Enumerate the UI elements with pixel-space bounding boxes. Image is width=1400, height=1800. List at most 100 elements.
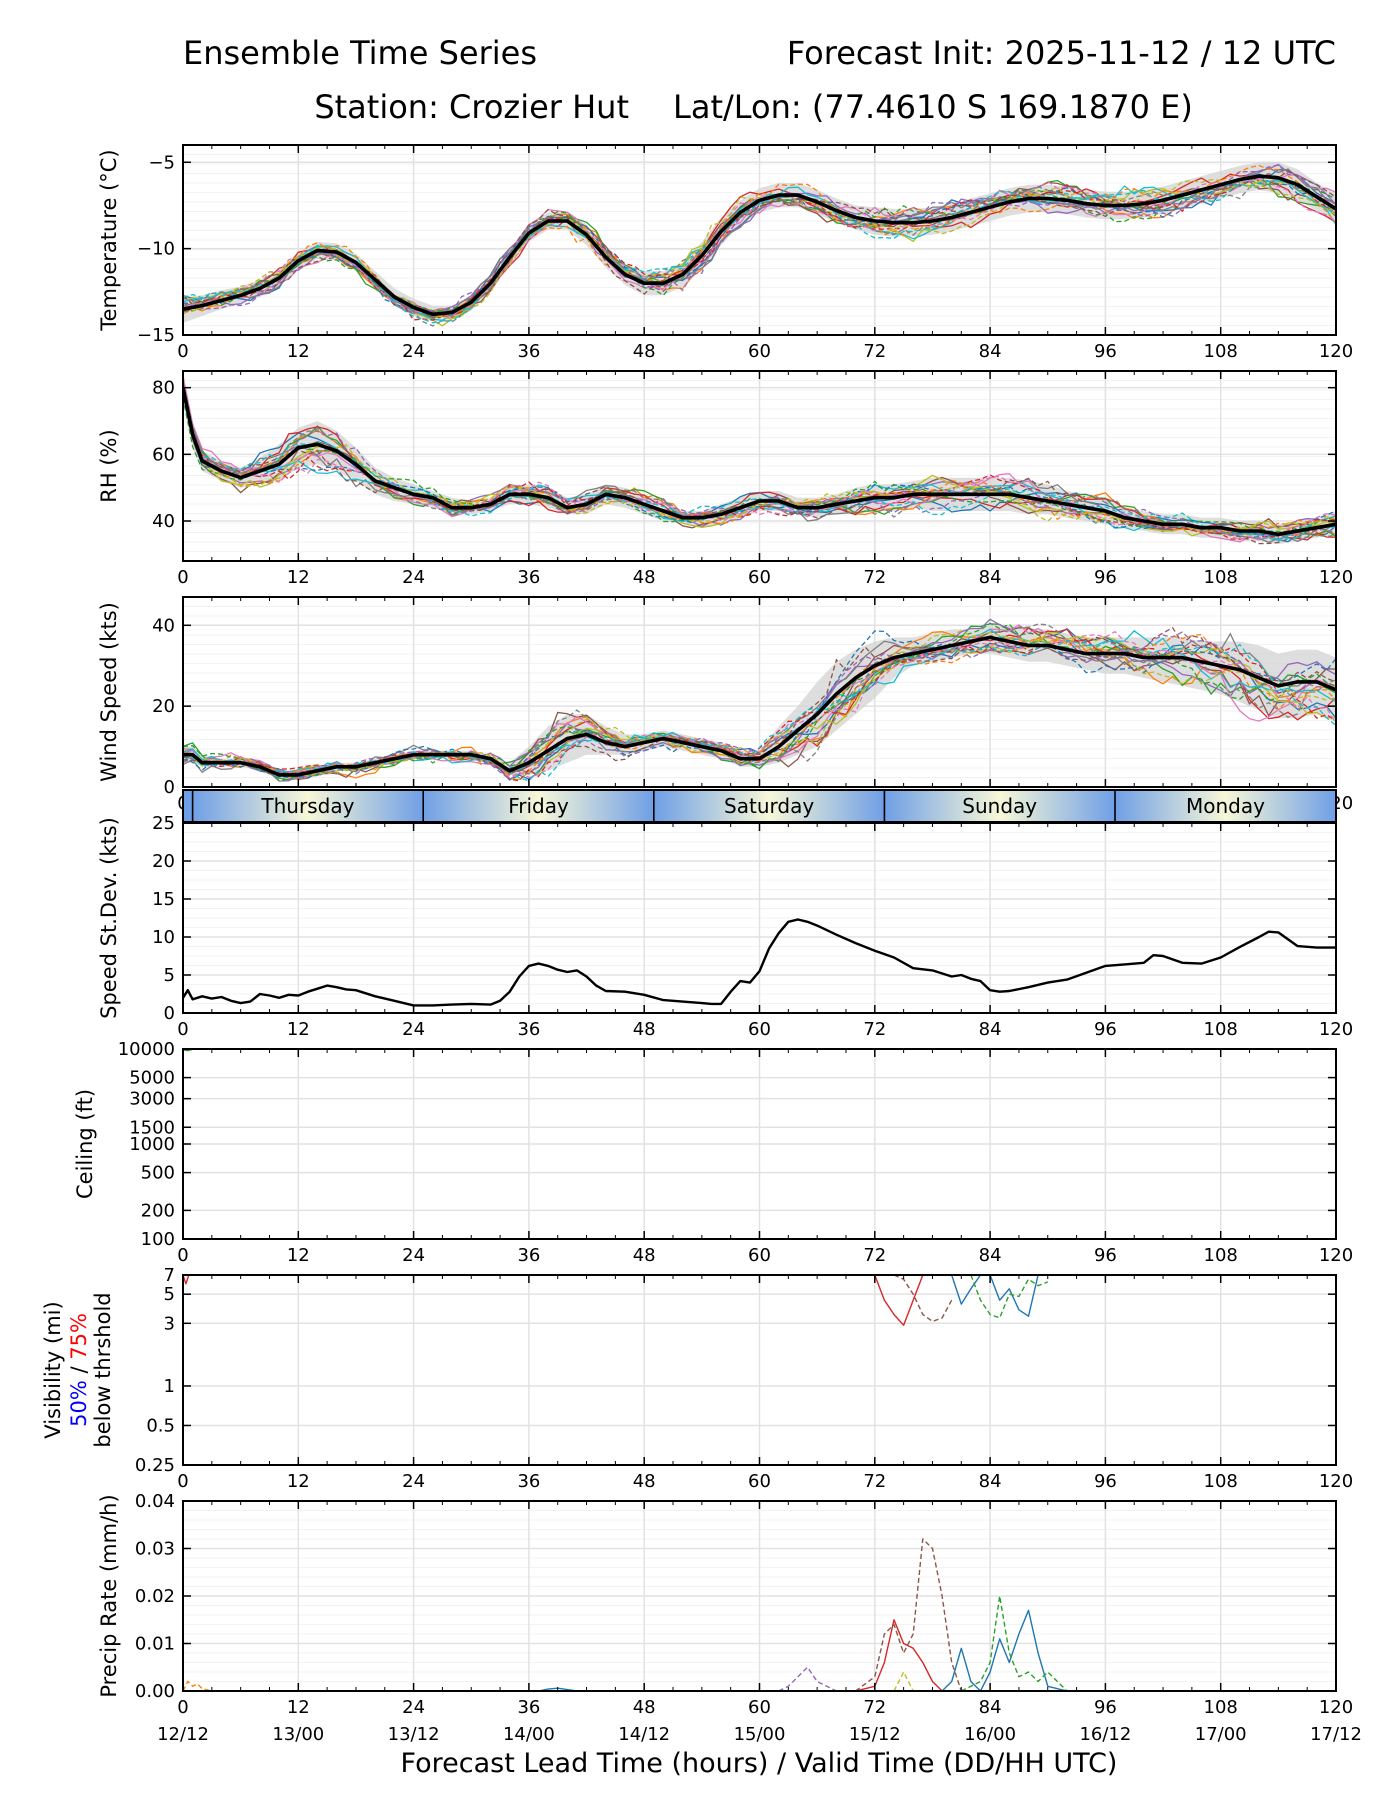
x-tick-label: 48 [633,1245,656,1266]
y-tick-label: 0.02 [135,1586,175,1607]
x-tick-label: 96 [1094,1019,1117,1040]
ensemble-member [183,626,1336,775]
ensemble-member [183,389,1336,542]
valid-time-labels: 12/12 13/00 13/12 14/00 14/12 15/00 15/12 16/00… [157,1724,1362,1745]
day-segment-sunday [884,790,1116,822]
x-tick-label: 24 [402,567,425,588]
x-tick-label: 12 [287,1471,310,1492]
day-band-edge [183,790,193,822]
x-tick-label: 96 [1094,567,1117,588]
y-axis-label: Precip Rate (mm/h) [97,1494,121,1697]
valid-time-label: 14/00 [503,1724,555,1745]
x-tick-label: 72 [863,567,886,588]
valid-time-label: 16/00 [964,1724,1016,1745]
y-tick-label: −15 [137,325,175,346]
x-tick-label: 12 [287,1019,310,1040]
x-tick-label: 108 [1204,1697,1238,1718]
ensemble-member [183,180,1336,324]
forecast-init: Forecast Init: 2025-11-12 / 12 UTC [787,34,1336,72]
y-tick-label: 25 [152,813,175,834]
x-tick-label: 36 [517,341,540,362]
y-axis-label: Temperature (°C) [97,149,121,331]
x-tick-label: 120 [1319,567,1353,588]
day-label: Friday [508,794,569,818]
x-tick-label: 84 [979,1697,1002,1718]
x-tick-label: 60 [748,567,771,588]
valid-time-label: 17/00 [1195,1724,1247,1745]
series-line [951,1275,1039,1317]
valid-time-label: 12/12 [157,1724,209,1745]
day-segment-friday [423,790,654,822]
precip-series [183,1538,1068,1691]
vis-75-label: 75% [67,1313,91,1360]
day-label: Thursday [260,794,354,818]
y-tick-label: 0.04 [135,1491,175,1512]
speed_stdev-line [183,918,1336,1007]
y-tick-label: 7 [164,1265,175,1286]
y-tick-label: 100 [141,1229,175,1250]
x-tick-label: 60 [748,1019,771,1040]
series-line [893,1671,914,1691]
ensemble-member [183,384,1336,545]
valid-time-label: 13/00 [272,1724,324,1745]
series-line [960,1595,1068,1691]
y-tick-label: 3 [164,1313,175,1334]
station-latlon: Lat/Lon: (77.4610 S 169.1870 E) [673,88,1193,126]
ensemble-mean-line [183,387,1336,537]
x-tick-label: 60 [748,1471,771,1492]
y-axis-label-sub: below thrshold [91,1292,115,1447]
ensemble-member [183,178,1336,320]
ensemble-member [183,623,1336,779]
x-tick-label: 72 [863,341,886,362]
x-tick-label: 36 [517,567,540,588]
x-tick-label: 0 [177,567,188,588]
x-tick-label: 48 [633,1471,656,1492]
day-segment-saturday [653,790,885,822]
y-tick-label: 5000 [129,1068,175,1089]
x-tick-label: 48 [633,1019,656,1040]
x-tick-label: 84 [979,1019,1002,1040]
station-name: Station: Crozier Hut [314,88,629,126]
x-tick-label: 24 [402,341,425,362]
x-tick-label: 12 [287,1245,310,1266]
y-tick-label: 60 [152,444,175,465]
x-tick-label: 0 [177,341,188,362]
ensemble-member [183,170,1336,315]
x-tick-label: 84 [979,341,1002,362]
panel-temperature: 0 12 24 36 48 60 72 84 96 108 120 −15 −10 −5 Temperatu… [97,144,1353,362]
temperature-series [183,162,1336,327]
ensemble-mean-line [183,635,1336,777]
x-tick-label: 36 [517,1019,540,1040]
y-tick-label: 80 [152,378,175,399]
y-tick-label: −10 [137,239,175,260]
x-tick-label: 12 [287,1697,310,1718]
x-tick-label: 120 [1319,341,1353,362]
valid-time-label: 16/12 [1079,1724,1131,1745]
x-tick-label: 24 [402,1471,425,1492]
y-tick-label: 0.01 [135,1634,175,1655]
y-tick-label: 3000 [129,1089,175,1110]
x-tick-label: 60 [748,341,771,362]
series-line [941,1609,1068,1691]
ensemble-member [183,397,1336,533]
visibility-series [183,1275,1049,1326]
figure-title: Ensemble Time Series [183,34,537,72]
x-tick-label: 0 [177,1019,188,1040]
panel-ceiling: 0 12 24 36 48 60 72 84 96 108 120 100 200 500 10001500… [73,1039,1353,1266]
chart-panels: 0 12 24 36 48 60 72 84 96 108 120−15−10−5Temperatu… [41,144,1353,1718]
y-tick-label: 1500 [129,1117,175,1138]
y-axis-label: RH (%) [97,429,121,502]
x-tick-label: 0 [177,1245,188,1266]
day-segment-thursday [192,790,424,822]
y-tick-label: 1000 [129,1134,175,1155]
x-tick-label: 108 [1204,1471,1238,1492]
series-line [855,1619,943,1691]
x-tick-label: 96 [1094,341,1117,362]
series-line [970,1275,1049,1319]
y-axis-label: Ceiling (ft) [73,1089,97,1199]
x-tick-label: 0 [177,1697,188,1718]
y-tick-label: 0.5 [146,1415,175,1436]
y-tick-label: 5 [164,1284,175,1305]
x-tick-label: 120 [1319,1471,1353,1492]
